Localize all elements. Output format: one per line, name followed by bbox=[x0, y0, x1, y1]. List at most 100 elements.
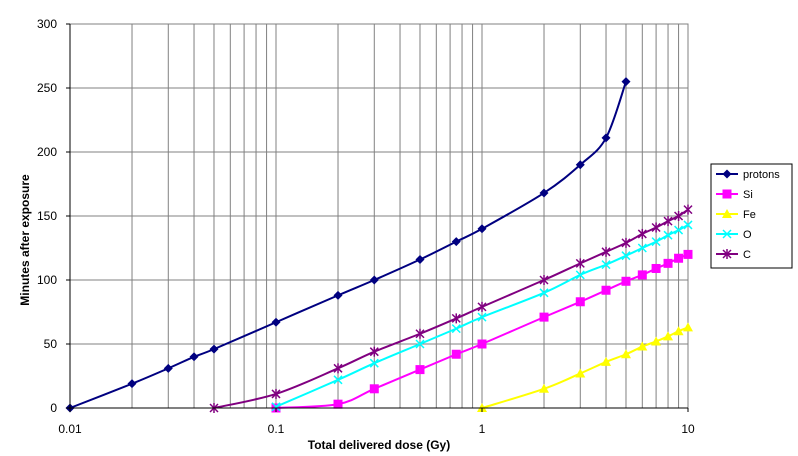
data-point-c bbox=[674, 211, 684, 221]
legend-swatch-marker bbox=[722, 169, 732, 179]
data-point-fe bbox=[637, 341, 648, 351]
data-point-fe bbox=[663, 331, 674, 341]
data-point-si bbox=[663, 258, 673, 268]
y-tick-label: 0 bbox=[50, 401, 57, 415]
data-point-c bbox=[333, 363, 343, 374]
x-tick-label: 10 bbox=[681, 422, 695, 436]
series-layer bbox=[65, 77, 693, 413]
legend-item-fe: Fe bbox=[716, 209, 756, 221]
data-point-fe bbox=[673, 326, 684, 336]
y-tick-label: 100 bbox=[37, 273, 57, 287]
data-point-o bbox=[601, 260, 611, 270]
data-point-o bbox=[333, 375, 343, 385]
legend-item-si: Si bbox=[716, 189, 753, 201]
data-point-protons bbox=[477, 224, 487, 234]
data-point-protons bbox=[271, 317, 281, 327]
legend-label: Fe bbox=[743, 209, 756, 221]
legend-swatch-marker bbox=[722, 229, 732, 239]
data-point-si bbox=[601, 285, 611, 295]
data-point-protons bbox=[209, 344, 219, 354]
data-point-fe bbox=[683, 322, 693, 332]
data-point-o bbox=[651, 237, 661, 247]
data-point-protons bbox=[539, 188, 549, 198]
data-point-c bbox=[637, 228, 647, 239]
data-point-fe bbox=[651, 336, 662, 346]
legend-item-c: C bbox=[716, 249, 751, 261]
data-point-si bbox=[369, 384, 379, 394]
x-tick-label: 0.1 bbox=[268, 422, 285, 436]
data-point-si bbox=[575, 297, 585, 307]
data-point-c bbox=[271, 388, 281, 399]
data-point-protons bbox=[369, 275, 379, 285]
data-point-c bbox=[601, 246, 611, 257]
data-point-o bbox=[663, 230, 673, 240]
data-point-si bbox=[621, 276, 631, 286]
data-point-c bbox=[477, 301, 487, 312]
legend-swatch-marker bbox=[722, 189, 732, 199]
legend-item-o: O bbox=[716, 229, 752, 241]
data-point-o bbox=[683, 220, 693, 230]
data-point-protons bbox=[189, 352, 199, 362]
data-point-o bbox=[415, 339, 425, 349]
data-point-si bbox=[415, 365, 425, 375]
series-protons bbox=[65, 77, 631, 413]
legend-label: O bbox=[743, 229, 752, 241]
data-point-si bbox=[674, 253, 684, 263]
data-point-o bbox=[477, 312, 487, 322]
series-c bbox=[209, 204, 693, 413]
legend-swatch-marker bbox=[722, 209, 732, 218]
data-point-si bbox=[539, 312, 549, 322]
data-point-fe bbox=[575, 368, 586, 378]
data-point-c bbox=[451, 313, 461, 324]
data-point-si bbox=[451, 349, 461, 359]
legend-label: Si bbox=[743, 189, 753, 201]
data-point-protons bbox=[415, 255, 425, 265]
legend-label: protons bbox=[743, 169, 780, 181]
x-tick-label: 0.01 bbox=[58, 422, 82, 436]
legend-item-protons: protons bbox=[716, 169, 780, 181]
data-point-protons bbox=[575, 160, 585, 170]
y-tick-label: 50 bbox=[44, 337, 58, 351]
y-tick-label: 200 bbox=[37, 145, 57, 159]
data-point-protons bbox=[621, 77, 631, 87]
data-point-protons bbox=[163, 363, 173, 373]
grid bbox=[69, 23, 688, 409]
data-point-si bbox=[477, 339, 487, 349]
data-point-protons bbox=[333, 290, 343, 300]
data-point-c bbox=[621, 237, 631, 248]
axes: 0 50 100 150 200 250 300 0.01 0.1 1 10 bbox=[37, 17, 695, 436]
data-point-c bbox=[683, 204, 693, 215]
data-point-c bbox=[415, 328, 425, 339]
data-point-o bbox=[674, 225, 684, 235]
data-point-fe bbox=[620, 349, 631, 359]
data-point-c bbox=[539, 275, 549, 285]
series-line-c bbox=[213, 208, 689, 409]
series-o bbox=[271, 220, 693, 412]
data-point-si bbox=[333, 399, 343, 409]
data-point-protons bbox=[451, 237, 461, 247]
data-point-o bbox=[451, 324, 461, 334]
data-point-o bbox=[271, 402, 281, 412]
data-point-fe bbox=[539, 383, 550, 393]
x-tick-label: 1 bbox=[479, 422, 486, 436]
y-axis-title: Minutes after exposure bbox=[18, 174, 32, 306]
legend-label: C bbox=[743, 249, 751, 261]
data-point-o bbox=[539, 288, 549, 298]
data-point-o bbox=[369, 358, 379, 368]
series-fe bbox=[477, 322, 693, 412]
data-point-protons bbox=[601, 133, 611, 143]
data-point-c bbox=[663, 216, 673, 227]
y-tick-label: 300 bbox=[37, 17, 57, 31]
y-tick-label: 250 bbox=[37, 81, 57, 95]
data-point-o bbox=[575, 270, 585, 280]
data-point-c bbox=[651, 222, 661, 233]
data-point-si bbox=[651, 263, 661, 273]
data-point-protons bbox=[127, 379, 137, 389]
data-point-fe bbox=[601, 356, 612, 366]
data-point-c bbox=[369, 346, 379, 357]
y-tick-label: 150 bbox=[37, 209, 57, 223]
data-point-si bbox=[683, 249, 693, 259]
series-line-fe bbox=[481, 326, 689, 409]
